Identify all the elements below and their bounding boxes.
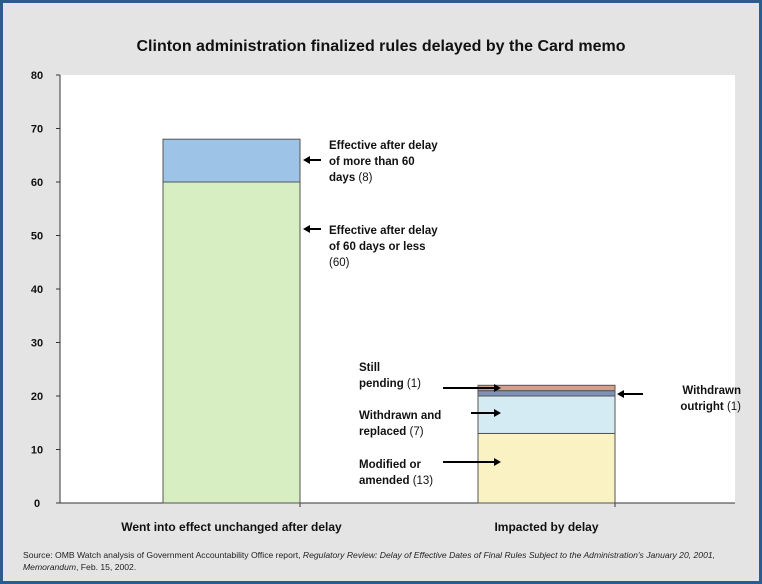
arrowhead	[494, 409, 501, 417]
y-tick-label: 10	[31, 445, 43, 457]
annotation-tail: replaced	[359, 426, 410, 438]
annotation-tail: days	[329, 172, 358, 184]
annotation-line: replaced (7)	[359, 426, 424, 438]
arrowhead	[494, 384, 501, 392]
x-category-label: Went into effect unchanged after delay	[121, 520, 342, 534]
arrowhead	[303, 156, 310, 164]
y-tick-label: 30	[31, 338, 43, 350]
arrowhead	[494, 458, 501, 466]
annotation-count: (8)	[358, 172, 372, 184]
annotation-line: Withdrawn	[682, 385, 741, 397]
axes: 0 10 20 30 40 50 60 70 80 Went into effect unchan…	[31, 70, 735, 534]
annotation-count: (1)	[727, 401, 741, 413]
annotation-count: (7)	[410, 426, 424, 438]
annotation-count: (13)	[413, 475, 434, 487]
annotation-line: pending (1)	[359, 378, 421, 390]
annotation-line: Still	[359, 362, 380, 374]
annotations: Effective after delay of more than 60 days…	[303, 140, 741, 487]
source-suffix: , Feb. 15, 2002.	[76, 562, 137, 572]
annotation-line: Effective after delay	[329, 225, 438, 237]
annotation-line: days (8)	[329, 172, 373, 184]
arrowhead	[617, 390, 624, 398]
y-tick-label: 70	[31, 124, 43, 136]
annotation-tail: pending	[359, 378, 407, 390]
annotation-line: Withdrawn and	[359, 410, 441, 422]
bar-segment	[162, 138, 301, 183]
y-tick-label: 40	[31, 284, 43, 296]
annotation-line: amended (13)	[359, 475, 433, 487]
annotation-count: (60)	[329, 257, 350, 269]
y-tick-label: 0	[34, 498, 40, 510]
bar-segment	[477, 390, 616, 397]
annotation-line: outright (1)	[680, 401, 741, 413]
arrowhead	[303, 225, 310, 233]
source-prefix: Source: OMB Watch analysis of Government…	[23, 550, 301, 560]
annotation-line: (60)	[329, 257, 350, 269]
source-note: Source: OMB Watch analysis of Government…	[23, 549, 748, 573]
annotation-line: of more than 60	[329, 156, 415, 168]
annotation-count: (1)	[407, 378, 421, 390]
bars	[162, 138, 616, 504]
source-italic: Regulatory Review: Delay of Effective Da…	[23, 550, 716, 572]
bar-segment	[477, 395, 616, 434]
bar-segment	[477, 432, 616, 504]
x-category-label: Impacted by delay	[494, 520, 598, 534]
annotation-line: Modified or	[359, 459, 421, 471]
annotation-tail: amended	[359, 475, 413, 487]
annotation-line: of 60 days or less	[329, 241, 426, 253]
bar-segment	[162, 181, 301, 504]
annotation-tail: outright	[680, 401, 727, 413]
chart-title: Clinton administration finalized rules d…	[137, 38, 626, 55]
annotation-line: Effective after delay	[329, 140, 438, 152]
y-tick-label: 20	[31, 391, 43, 403]
chart: Clinton administration finalized rules d…	[31, 38, 741, 534]
y-tick-label: 80	[31, 70, 43, 82]
y-tick-label: 50	[31, 231, 43, 243]
y-tick-label: 60	[31, 177, 43, 189]
